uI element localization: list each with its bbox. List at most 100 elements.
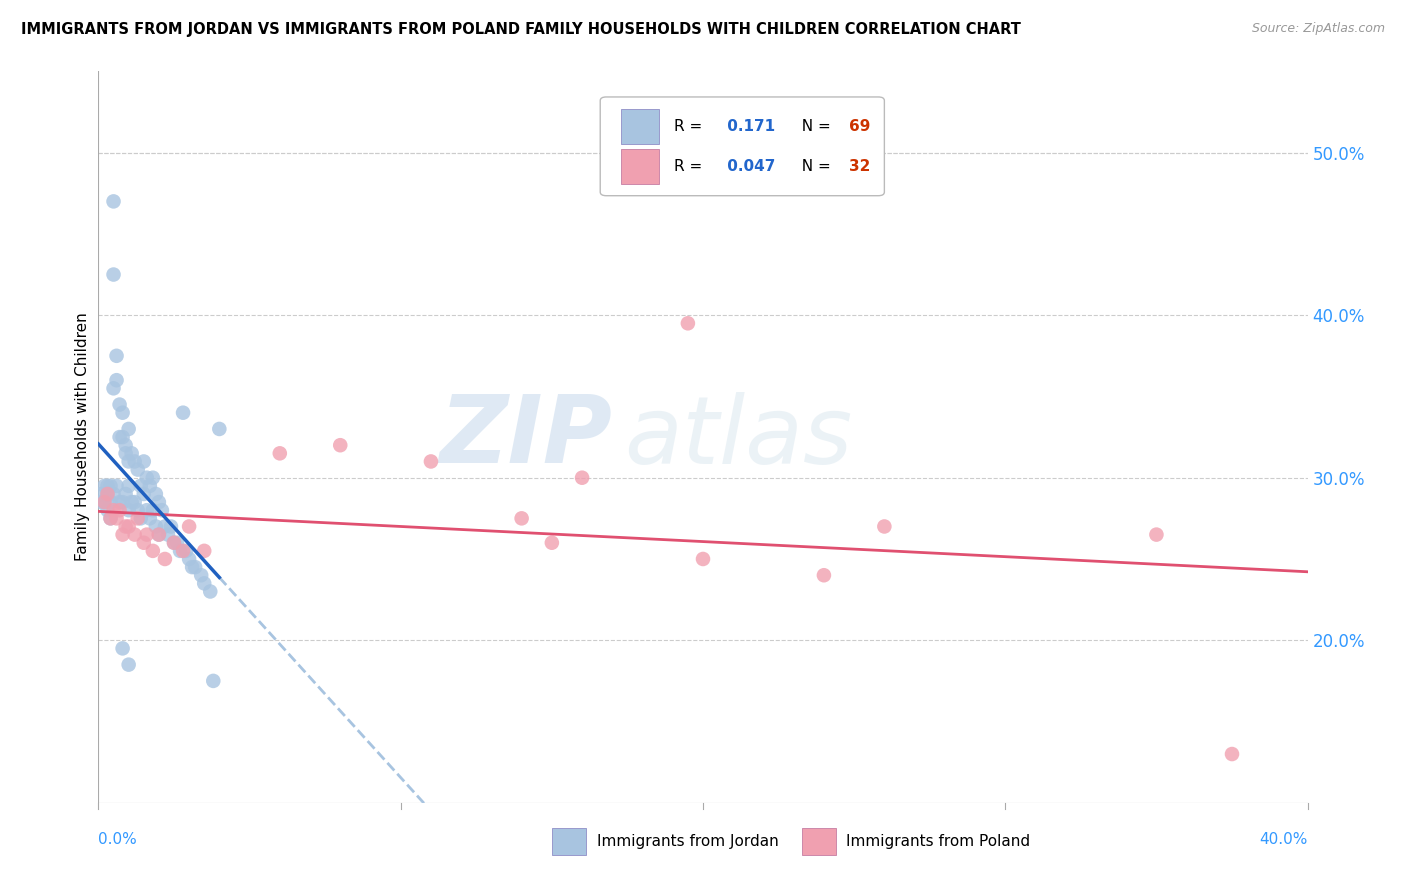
Point	[692, 552, 714, 566]
FancyBboxPatch shape	[551, 828, 586, 855]
Point	[127, 462, 149, 476]
Point	[121, 446, 143, 460]
Point	[193, 576, 215, 591]
Text: N =: N =	[793, 119, 837, 134]
Text: N =: N =	[793, 159, 837, 174]
Point	[202, 673, 225, 688]
Point	[100, 511, 122, 525]
Point	[111, 406, 134, 420]
Point	[208, 422, 231, 436]
Point	[96, 487, 118, 501]
FancyBboxPatch shape	[803, 828, 837, 855]
Point	[135, 503, 157, 517]
Point	[103, 194, 125, 209]
Text: 69: 69	[849, 119, 870, 134]
Text: 0.047: 0.047	[723, 159, 776, 174]
Point	[676, 316, 699, 330]
FancyBboxPatch shape	[621, 149, 659, 184]
Point	[118, 503, 141, 517]
Point	[96, 503, 118, 517]
Point	[571, 471, 593, 485]
Point	[124, 454, 146, 468]
Point	[90, 495, 112, 509]
Point	[184, 560, 207, 574]
Point	[124, 527, 146, 541]
Point	[148, 495, 170, 509]
Point	[142, 544, 165, 558]
Text: 32: 32	[849, 159, 870, 174]
Point	[114, 487, 136, 501]
Point	[114, 446, 136, 460]
Text: atlas: atlas	[624, 392, 852, 483]
Point	[96, 479, 118, 493]
Point	[139, 511, 162, 525]
Point	[193, 544, 215, 558]
Point	[172, 406, 194, 420]
Point	[179, 552, 201, 566]
Point	[108, 503, 131, 517]
Point	[156, 527, 179, 541]
Text: R =: R =	[673, 119, 707, 134]
Point	[174, 544, 197, 558]
Point	[111, 430, 134, 444]
Point	[329, 438, 352, 452]
Point	[93, 479, 115, 493]
Point	[118, 454, 141, 468]
FancyBboxPatch shape	[621, 109, 659, 144]
Point	[105, 511, 128, 525]
Point	[105, 349, 128, 363]
Point	[163, 535, 186, 549]
Point	[1220, 747, 1243, 761]
Point	[142, 471, 165, 485]
Point	[111, 527, 134, 541]
Point	[100, 495, 122, 509]
Point	[100, 479, 122, 493]
Point	[179, 519, 201, 533]
Point	[118, 519, 141, 533]
Point	[145, 487, 167, 501]
Point	[135, 471, 157, 485]
FancyBboxPatch shape	[600, 97, 884, 195]
Point	[108, 495, 131, 509]
Point	[118, 479, 141, 493]
Text: Source: ZipAtlas.com: Source: ZipAtlas.com	[1251, 22, 1385, 36]
Point	[510, 511, 533, 525]
Point	[153, 552, 176, 566]
Point	[100, 511, 122, 525]
Text: IMMIGRANTS FROM JORDAN VS IMMIGRANTS FROM POLAND FAMILY HOUSEHOLDS WITH CHILDREN: IMMIGRANTS FROM JORDAN VS IMMIGRANTS FRO…	[21, 22, 1021, 37]
Point	[90, 487, 112, 501]
Point	[169, 544, 191, 558]
Point	[132, 487, 155, 501]
Point	[103, 503, 125, 517]
Text: 0.171: 0.171	[723, 119, 776, 134]
Point	[145, 519, 167, 533]
Point	[166, 535, 188, 549]
Point	[118, 422, 141, 436]
Text: 40.0%: 40.0%	[1260, 832, 1308, 847]
Text: Immigrants from Poland: Immigrants from Poland	[845, 834, 1029, 849]
Point	[163, 535, 186, 549]
Text: R =: R =	[673, 159, 707, 174]
Point	[160, 519, 183, 533]
Point	[103, 487, 125, 501]
Point	[420, 454, 443, 468]
Point	[813, 568, 835, 582]
Point	[142, 503, 165, 517]
Point	[96, 487, 118, 501]
Point	[148, 527, 170, 541]
Text: Immigrants from Jordan: Immigrants from Jordan	[596, 834, 779, 849]
Point	[121, 495, 143, 509]
Point	[132, 454, 155, 468]
Point	[127, 511, 149, 525]
Point	[190, 568, 212, 582]
Point	[200, 584, 222, 599]
Point	[93, 495, 115, 509]
Point	[118, 657, 141, 672]
Point	[124, 495, 146, 509]
Point	[132, 535, 155, 549]
Point	[108, 430, 131, 444]
Point	[181, 560, 204, 574]
Point	[540, 535, 562, 549]
Point	[269, 446, 291, 460]
Point	[111, 495, 134, 509]
